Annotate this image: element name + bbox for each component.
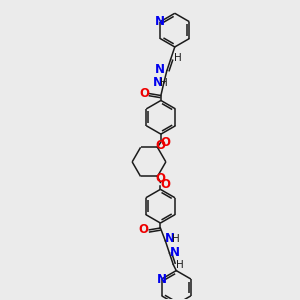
Text: H: H [176, 260, 184, 270]
Text: O: O [155, 139, 165, 152]
Text: N: N [157, 272, 167, 286]
Text: N: N [153, 76, 163, 89]
Text: O: O [160, 178, 170, 191]
Text: H: H [160, 78, 168, 88]
Text: H: H [172, 234, 180, 244]
Text: O: O [161, 136, 171, 148]
Text: O: O [139, 224, 148, 236]
Text: O: O [139, 87, 149, 100]
Text: H: H [174, 53, 182, 63]
Text: N: N [170, 246, 180, 259]
Text: N: N [165, 232, 175, 245]
Text: N: N [155, 63, 165, 76]
Text: O: O [155, 172, 165, 185]
Text: N: N [155, 15, 165, 28]
